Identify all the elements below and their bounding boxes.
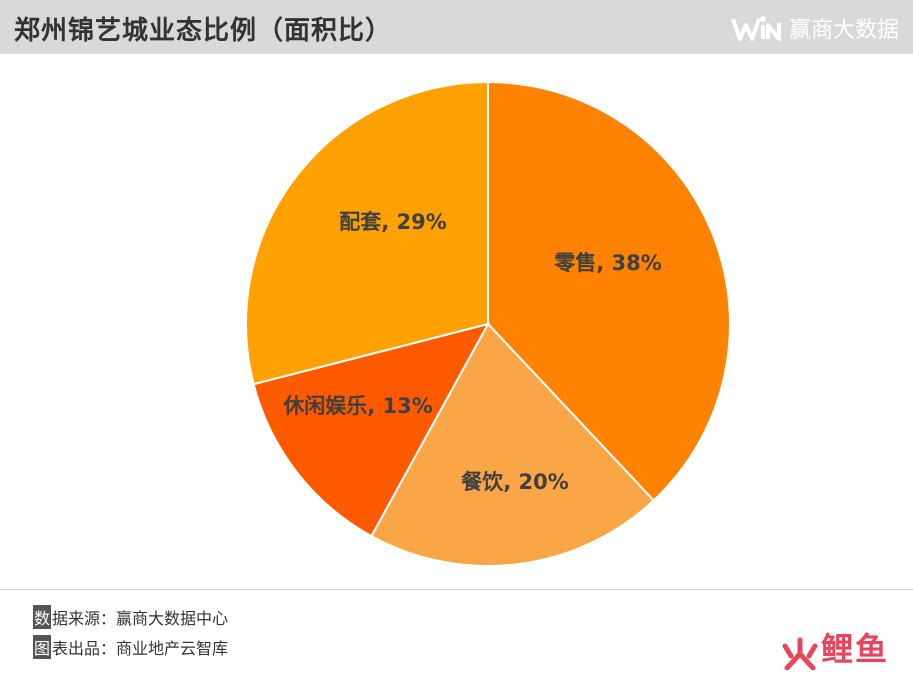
source-mark: 数 bbox=[33, 605, 52, 629]
pie-slice-休闲娱乐 bbox=[252, 322, 490, 538]
source-text: 据来源：赢商大数据中心 bbox=[52, 609, 229, 628]
brand-name: 赢商大数据 bbox=[788, 18, 899, 43]
title-bar: 郑州锦艺城业态比例（面积比） 赢商大数据 bbox=[0, 0, 913, 54]
slice-label-配套: 配套, 29% bbox=[339, 210, 447, 234]
credit-mark: 图 bbox=[33, 635, 52, 659]
brand-logo-group: 赢商大数据 bbox=[731, 12, 899, 44]
flame-icon bbox=[782, 637, 818, 670]
watermark: 鲤鱼 bbox=[779, 624, 889, 670]
chart-title: 郑州锦艺城业态比例（面积比） bbox=[14, 16, 393, 46]
pie-slice-配套 bbox=[245, 80, 489, 386]
pie-slice-餐饮 bbox=[370, 322, 656, 567]
slice-label-休闲娱乐: 休闲娱乐, 13% bbox=[282, 394, 433, 418]
pie-slices bbox=[245, 80, 731, 567]
watermark-text: 鲤鱼 bbox=[820, 630, 889, 668]
slice-label-零售: 零售, 38% bbox=[553, 251, 662, 275]
pie-chart: 零售, 38% 餐饮, 20% 休闲娱乐, 13% 配套, 29% bbox=[245, 80, 731, 567]
credit-text: 表出品：商业地产云智库 bbox=[52, 639, 229, 658]
slice-label-餐饮: 餐饮, 20% bbox=[461, 470, 569, 494]
pie-labels: 零售, 38% 餐饮, 20% 休闲娱乐, 13% 配套, 29% bbox=[282, 210, 662, 494]
footer-divider bbox=[0, 589, 913, 590]
credit-line: 图表出品：商业地产云智库 bbox=[33, 635, 228, 659]
pie-slice-零售 bbox=[487, 80, 731, 502]
source-line: 数据来源：赢商大数据中心 bbox=[33, 605, 228, 629]
win-logo-icon bbox=[731, 16, 781, 41]
